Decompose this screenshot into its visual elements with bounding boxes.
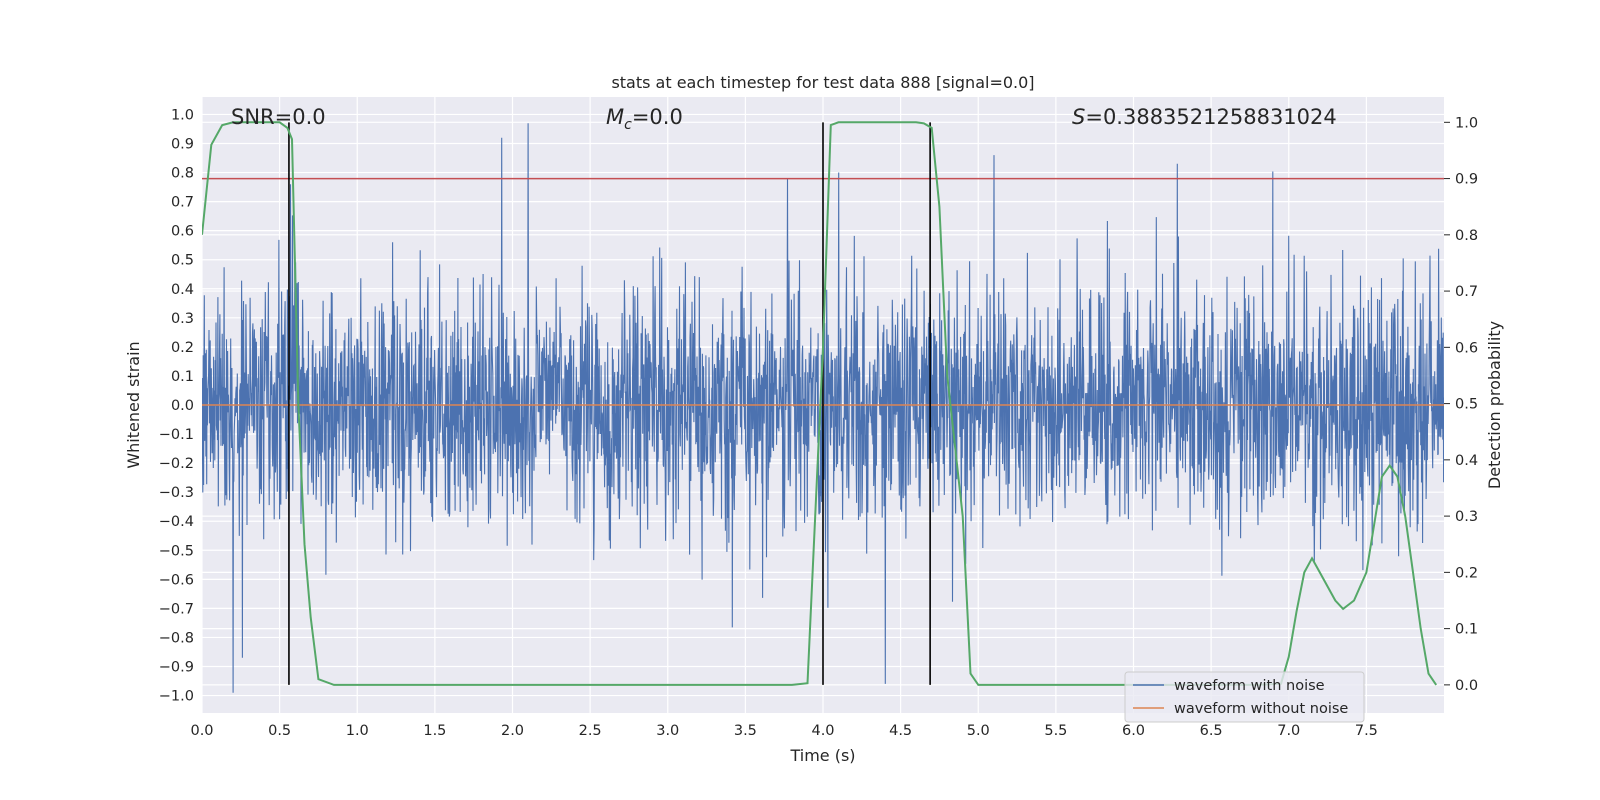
chirp-mass-symbol: M xyxy=(606,105,624,129)
chirp-mass-subscript: c xyxy=(624,117,632,133)
right-y-tick-label: 0.3 xyxy=(1455,509,1478,525)
right-y-tick-label: 0.4 xyxy=(1455,453,1478,469)
x-tick-label: 4.5 xyxy=(889,723,912,739)
right-y-tick-label: 0.5 xyxy=(1455,397,1478,413)
left-y-tick-label: −0.4 xyxy=(159,514,194,530)
left-y-tick-label: −0.7 xyxy=(159,601,194,617)
left-y-tick-label: −0.2 xyxy=(159,456,194,472)
right-y-tick-label: 0.7 xyxy=(1455,284,1478,300)
chirp-mass-value: =0.0 xyxy=(632,105,683,129)
right-y-axis-label: Detection probability xyxy=(1485,321,1504,489)
x-tick-label: 3.5 xyxy=(734,723,757,739)
x-tick-label: 7.5 xyxy=(1355,723,1378,739)
x-axis-label: Time (s) xyxy=(789,746,855,765)
legend-box xyxy=(1124,671,1365,723)
s-annotation: S=0.3883521258831024 xyxy=(1072,105,1337,129)
left-y-tick-label: 0.8 xyxy=(171,166,194,182)
legend-label-noise: waveform with noise xyxy=(1174,678,1325,694)
x-tick-label: 0.5 xyxy=(268,723,291,739)
left-y-axis-label: Whitened strain xyxy=(124,341,143,468)
s-value: =0.3883521258831024 xyxy=(1085,105,1336,129)
left-y-tick-label: 0.2 xyxy=(171,340,194,356)
left-y-tick-label: 0.9 xyxy=(171,136,194,152)
left-y-tick-label: 1.0 xyxy=(171,107,194,123)
x-tick-label: 6.5 xyxy=(1200,723,1223,739)
right-y-tick-label: 0.6 xyxy=(1455,340,1478,356)
legend: waveform with noise waveform without noi… xyxy=(1124,671,1365,723)
x-tick-label: 2.0 xyxy=(501,723,524,739)
left-y-tick-label: 0.1 xyxy=(171,369,194,385)
x-tick-label: 1.0 xyxy=(346,723,369,739)
right-y-tick-label: 0.1 xyxy=(1455,622,1478,638)
right-y-tick-label: 0.2 xyxy=(1455,565,1478,581)
left-y-tick-label: −0.6 xyxy=(159,572,194,588)
x-tick-label: 2.5 xyxy=(579,723,602,739)
x-tick-label: 6.0 xyxy=(1122,723,1145,739)
series-detection-probability xyxy=(202,121,1438,686)
left-y-tick-label: −0.3 xyxy=(159,485,194,501)
overlay-lines xyxy=(202,121,1444,686)
right-y-axis: 1.0 0.9 0.8 0.7 0.6 0.5 0.4 0.3 0.2 0.1 0.0 xyxy=(1444,115,1478,694)
left-y-tick-label: 0.0 xyxy=(171,398,194,414)
left-y-axis: 1.0 0.9 0.8 0.7 0.6 0.5 0.4 0.3 0.2 0.1 0.0 −0.1 −0.… xyxy=(159,107,194,704)
left-y-tick-label: −0.5 xyxy=(159,543,194,559)
x-tick-label: 1.5 xyxy=(423,723,446,739)
x-tick-label: 0.0 xyxy=(190,723,213,739)
chirp-mass-annotation: Mc=0.0 xyxy=(606,105,683,133)
x-axis: 0.0 0.5 1.0 1.5 2.0 2.5 3.0 3.5 4.0 4.5 5.0 5.5 6.0 6… xyxy=(190,723,1377,739)
left-y-tick-label: −0.1 xyxy=(159,427,194,443)
left-y-tick-label: 0.5 xyxy=(171,253,194,269)
right-y-tick-label: 0.8 xyxy=(1455,228,1478,244)
x-tick-label: 7.0 xyxy=(1277,723,1300,739)
left-y-tick-label: 0.6 xyxy=(171,224,194,240)
chart-title: stats at each timestep for test data 888… xyxy=(611,73,1034,92)
left-y-tick-label: −0.8 xyxy=(159,630,194,646)
left-y-tick-label: 0.3 xyxy=(171,311,194,327)
x-tick-label: 3.0 xyxy=(656,723,679,739)
s-symbol: S xyxy=(1072,105,1085,129)
right-y-tick-label: 1.0 xyxy=(1455,115,1478,131)
left-y-tick-label: 0.4 xyxy=(171,282,194,298)
left-y-tick-label: 0.7 xyxy=(171,195,194,211)
x-tick-label: 5.0 xyxy=(967,723,990,739)
snr-annotation: SNR=0.0 xyxy=(231,105,326,129)
left-y-tick-label: −0.9 xyxy=(159,660,194,676)
x-tick-label: 4.0 xyxy=(811,723,834,739)
x-tick-label: 5.5 xyxy=(1044,723,1067,739)
right-y-tick-label: 0.0 xyxy=(1455,678,1478,694)
legend-label-clean: waveform without noise xyxy=(1174,701,1348,717)
right-y-tick-label: 0.9 xyxy=(1455,172,1478,188)
left-y-tick-label: −1.0 xyxy=(159,689,194,705)
